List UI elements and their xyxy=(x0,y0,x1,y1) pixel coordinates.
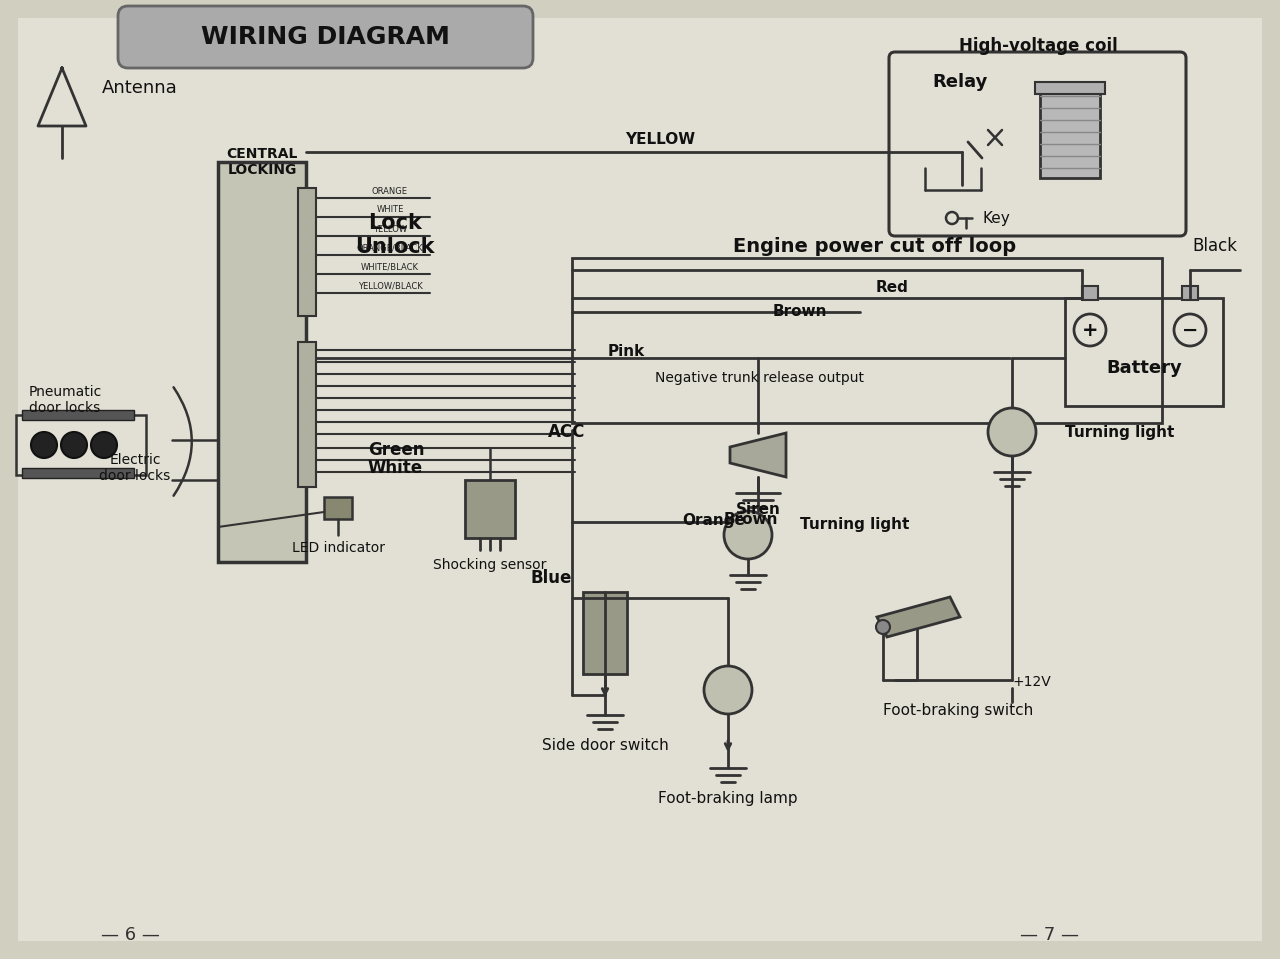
Text: Blue: Blue xyxy=(530,569,571,587)
FancyBboxPatch shape xyxy=(118,6,532,68)
Text: Foot-braking lamp: Foot-braking lamp xyxy=(658,790,797,806)
Text: Green: Green xyxy=(369,441,425,459)
Text: CENTRAL
LOCKING: CENTRAL LOCKING xyxy=(227,147,298,177)
Text: Turning light: Turning light xyxy=(800,518,909,532)
Text: Antenna: Antenna xyxy=(102,79,178,97)
Text: ORANGE/BLACK: ORANGE/BLACK xyxy=(357,244,424,252)
Text: Brown: Brown xyxy=(773,305,827,319)
Circle shape xyxy=(988,408,1036,456)
Text: +12V: +12V xyxy=(1012,675,1051,689)
Text: — 6 —: — 6 — xyxy=(101,926,160,944)
Bar xyxy=(324,497,352,519)
Text: White: White xyxy=(369,459,424,477)
Bar xyxy=(582,592,627,674)
Bar xyxy=(1082,286,1098,300)
Bar xyxy=(15,415,146,475)
Text: YELLOW: YELLOW xyxy=(625,132,695,148)
Text: −: − xyxy=(1181,320,1198,339)
Text: Engine power cut off loop: Engine power cut off loop xyxy=(733,237,1016,255)
Bar xyxy=(218,162,306,562)
Bar xyxy=(22,468,134,478)
Text: Negative trunk release output: Negative trunk release output xyxy=(655,371,864,385)
Bar xyxy=(298,342,316,487)
Text: Red: Red xyxy=(876,280,909,295)
Text: ACC: ACC xyxy=(548,423,585,441)
Text: — 7 —: — 7 — xyxy=(1020,926,1079,944)
Text: LED indicator: LED indicator xyxy=(292,541,384,555)
Circle shape xyxy=(91,432,116,458)
Polygon shape xyxy=(877,597,960,637)
Circle shape xyxy=(704,666,753,714)
Text: Foot-braking switch: Foot-braking switch xyxy=(883,703,1033,717)
Text: Lock
Unlock: Lock Unlock xyxy=(356,214,435,257)
Bar xyxy=(572,258,1162,423)
Text: WHITE: WHITE xyxy=(376,205,403,215)
Text: WIRING DIAGRAM: WIRING DIAGRAM xyxy=(201,25,449,49)
Text: Relay: Relay xyxy=(932,73,987,91)
Bar xyxy=(1036,82,1105,94)
Text: +: + xyxy=(1082,320,1098,339)
Polygon shape xyxy=(730,433,786,477)
Text: Electric
door locks: Electric door locks xyxy=(100,453,170,483)
Circle shape xyxy=(724,511,772,559)
Text: Turning light: Turning light xyxy=(1065,425,1174,439)
Circle shape xyxy=(31,432,58,458)
Text: High-voltage coil: High-voltage coil xyxy=(959,37,1117,55)
Text: Key: Key xyxy=(982,210,1010,225)
Text: WHITE/BLACK: WHITE/BLACK xyxy=(361,263,419,271)
Text: Siren: Siren xyxy=(736,503,781,518)
Bar xyxy=(22,410,134,420)
Circle shape xyxy=(876,620,890,634)
Text: Shocking sensor: Shocking sensor xyxy=(434,558,547,572)
Text: Brown: Brown xyxy=(724,512,778,527)
Text: Side door switch: Side door switch xyxy=(541,737,668,753)
Text: Black: Black xyxy=(1192,237,1236,255)
Text: ORANGE: ORANGE xyxy=(372,186,408,196)
Bar xyxy=(465,480,515,538)
Bar xyxy=(1039,90,1100,178)
Bar xyxy=(1065,298,1222,406)
Circle shape xyxy=(61,432,87,458)
Text: Pneumatic
door locks: Pneumatic door locks xyxy=(28,385,101,415)
Text: Orange: Orange xyxy=(682,512,745,527)
Bar xyxy=(298,188,316,316)
Text: Pink: Pink xyxy=(608,344,645,360)
Text: YELLOW/BLACK: YELLOW/BLACK xyxy=(357,282,422,291)
Text: YELLOW: YELLOW xyxy=(372,224,407,233)
Bar xyxy=(1181,286,1198,300)
Text: Battery: Battery xyxy=(1106,359,1181,377)
